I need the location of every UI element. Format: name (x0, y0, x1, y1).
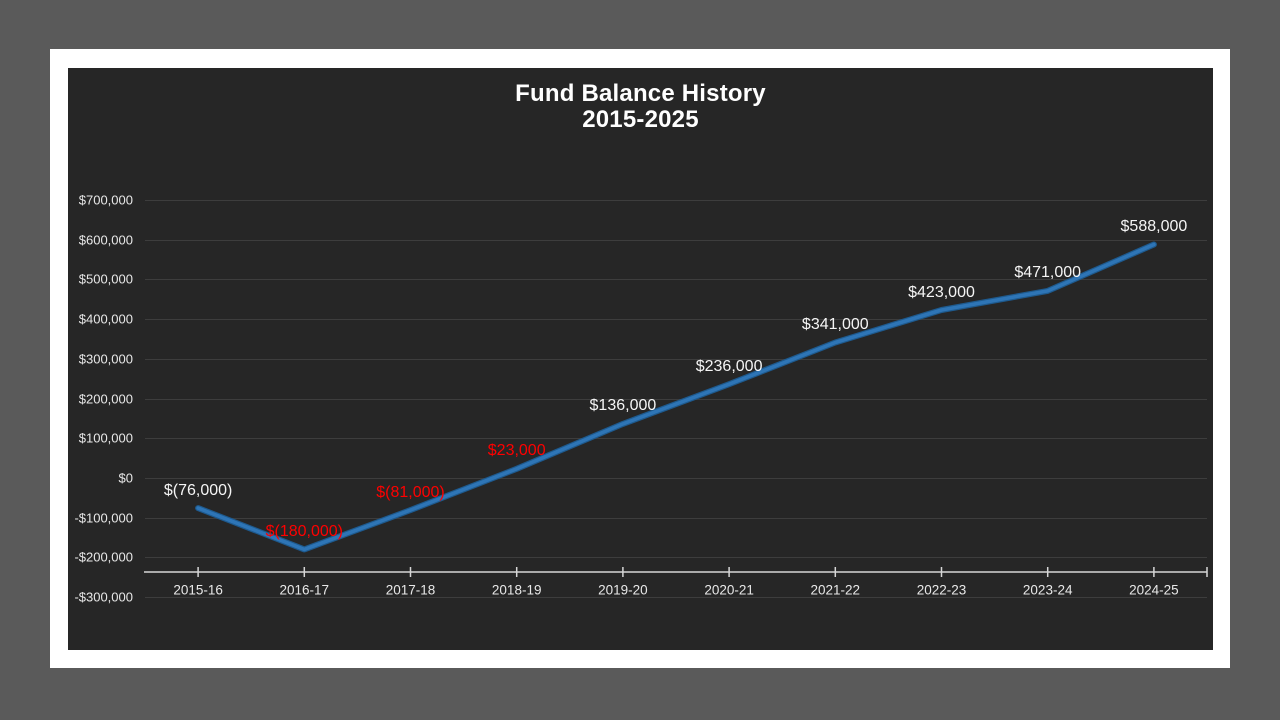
y-axis-label: $700,000 (78, 192, 133, 208)
y-axis-label: $600,000 (78, 232, 133, 248)
presentation-slide: Fund Balance History 2015-2025 $700,000 $… (50, 49, 1230, 668)
data-label: $341,000 (801, 316, 869, 333)
chart-title: Fund Balance History 2015-2025 (68, 81, 1213, 133)
x-axis-label: 2024-25 (1129, 581, 1179, 597)
series-line-edge (195, 241, 1157, 553)
x-axis-label: 2018-19 (491, 581, 542, 597)
y-axis-label: $500,000 (78, 271, 133, 287)
x-axis-label: 2015-16 (173, 581, 223, 597)
x-axis-label: 2021-22 (810, 581, 861, 597)
data-label: $(180,000) (265, 522, 343, 540)
x-axis-label: 2023-24 (1022, 581, 1073, 597)
y-axis-label: $300,000 (78, 351, 133, 367)
data-label: $236,000 (695, 357, 763, 375)
x-axis-label: 2020-21 (704, 581, 754, 597)
x-axis-label: 2017-18 (385, 581, 436, 597)
data-label: $23,000 (487, 442, 546, 460)
data-label: $471,000 (1014, 264, 1082, 282)
x-axis-label: 2016-17 (279, 581, 330, 597)
data-label: $(81,000) (376, 483, 445, 501)
y-axis-label: -$100,000 (74, 510, 133, 526)
y-axis-label: $400,000 (78, 311, 133, 327)
y-axis-label: -$200,000 (74, 549, 133, 565)
series-line (196, 242, 1156, 552)
chart-title-line-2: 2015-2025 (582, 106, 699, 133)
y-axis-label: $100,000 (78, 430, 133, 446)
data-label: $423,000 (908, 283, 975, 301)
chart-panel: Fund Balance History 2015-2025 $700,000 $… (68, 68, 1213, 650)
x-axis-label: 2019-20 (598, 581, 648, 597)
data-label: $588,000 (1120, 218, 1188, 235)
y-axis-label: -$300,000 (74, 589, 133, 605)
plot-svg (144, 200, 1208, 598)
data-label: $(76,000) (163, 481, 233, 499)
y-axis-label: $0 (118, 470, 133, 486)
x-axis-label: 2022-23 (916, 581, 967, 597)
data-label: $136,000 (589, 397, 657, 415)
y-axis-label: $200,000 (78, 391, 133, 406)
chart-title-line-1: Fund Balance History (515, 80, 766, 107)
